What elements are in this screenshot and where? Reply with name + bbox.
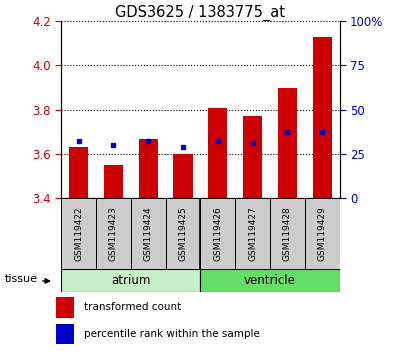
Text: tissue: tissue: [5, 274, 38, 284]
Text: GSM119424: GSM119424: [144, 206, 153, 261]
Text: GSM119427: GSM119427: [248, 206, 257, 261]
Bar: [139, 138, 158, 198]
Bar: [235, 198, 270, 269]
Text: GSM119426: GSM119426: [213, 206, 222, 261]
Bar: [200, 269, 357, 292]
Title: GDS3625 / 1383775_at: GDS3625 / 1383775_at: [115, 5, 286, 21]
Text: GSM119425: GSM119425: [179, 206, 188, 261]
Bar: [104, 165, 123, 198]
Bar: [96, 198, 131, 269]
Bar: [173, 154, 193, 198]
Bar: [200, 198, 235, 269]
Bar: [56, 297, 75, 318]
Bar: [61, 269, 200, 292]
Bar: [69, 147, 88, 198]
Text: transformed count: transformed count: [83, 302, 181, 312]
Bar: [305, 198, 340, 269]
Bar: [56, 324, 75, 344]
Bar: [166, 198, 200, 269]
Bar: [131, 198, 166, 269]
Bar: [61, 198, 96, 269]
Text: GSM119422: GSM119422: [74, 206, 83, 261]
Bar: [208, 108, 228, 198]
Bar: [243, 116, 262, 198]
Bar: [270, 198, 305, 269]
Text: percentile rank within the sample: percentile rank within the sample: [83, 329, 260, 339]
Text: GSM119423: GSM119423: [109, 206, 118, 261]
Bar: [278, 88, 297, 198]
Text: ventricle: ventricle: [244, 274, 296, 287]
Text: GSM119429: GSM119429: [318, 206, 327, 261]
Text: atrium: atrium: [111, 274, 150, 287]
Bar: [313, 37, 332, 198]
Text: GSM119428: GSM119428: [283, 206, 292, 261]
